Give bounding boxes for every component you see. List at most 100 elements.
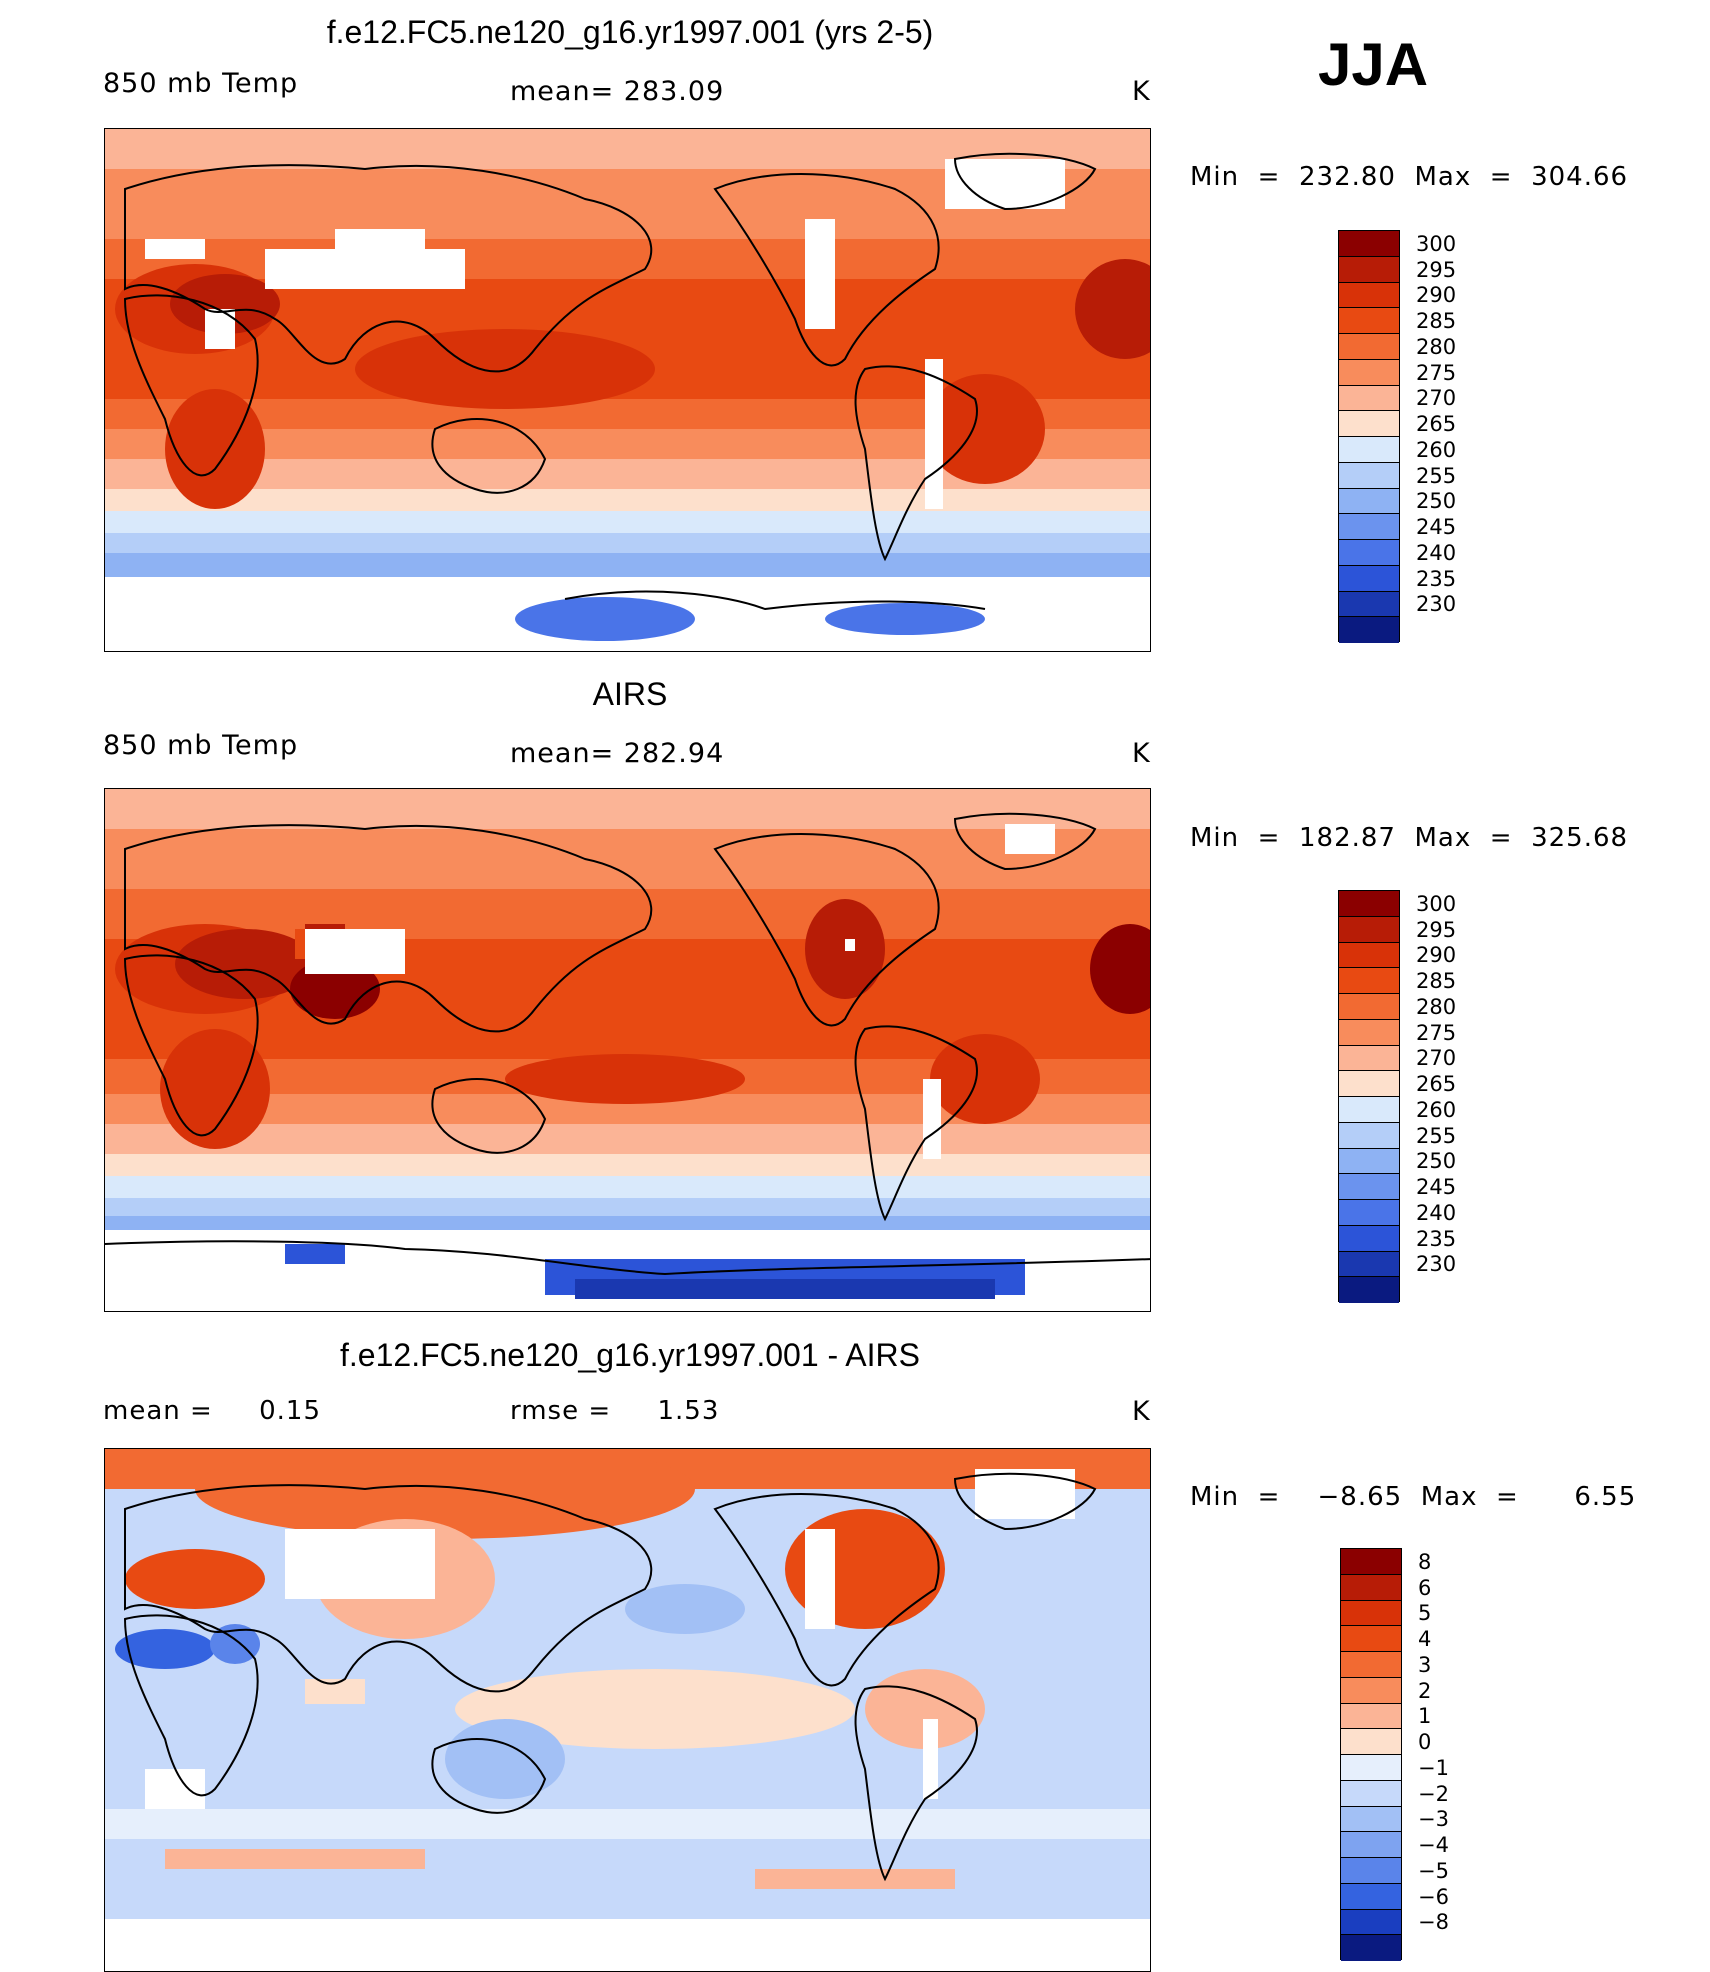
- colorbar-swatch: [1339, 994, 1399, 1020]
- colorbar-tick-label: −8: [1418, 1910, 1449, 1935]
- colorbar-swatch: [1339, 968, 1399, 994]
- colorbar-tick-label: −4: [1418, 1833, 1449, 1857]
- colorbar-tick-label: 235: [1416, 566, 1457, 591]
- colorbar-tick-label: 260: [1416, 437, 1457, 462]
- colorbar-tick-label: 275: [1416, 1020, 1457, 1045]
- panel-model-colorbar: [1338, 230, 1400, 643]
- colorbar-swatch: [1339, 334, 1399, 360]
- colorbar-swatch: [1339, 282, 1399, 309]
- colorbar-tick-label: 250: [1416, 489, 1457, 514]
- colorbar-swatch: [1339, 256, 1399, 283]
- colorbar-swatch: [1339, 385, 1399, 412]
- colorbar-tick-label: 5: [1418, 1601, 1432, 1626]
- colorbar-swatch: [1339, 1148, 1399, 1175]
- colorbar-tick-label: 270: [1416, 386, 1457, 411]
- panel-model-variable-label: 850 mb Temp: [103, 68, 299, 99]
- colorbar-tick-label: 265: [1416, 1072, 1457, 1096]
- panel-obs-map: [104, 788, 1151, 1312]
- colorbar-swatch: [1339, 1045, 1399, 1072]
- panel-obs-mean-label: mean= 282.94: [510, 738, 725, 769]
- panel-diff-title: f.e12.FC5.ne120_g16.yr1997.001 - AIRS: [340, 1337, 920, 1373]
- colorbar-tick-label: −3: [1418, 1807, 1449, 1832]
- colorbar-tick-label: 270: [1416, 1046, 1457, 1071]
- colorbar-tick-label: 1: [1418, 1704, 1432, 1729]
- colorbar-swatch: [1341, 1935, 1401, 1961]
- colorbar-tick-label: −2: [1418, 1781, 1449, 1806]
- colorbar-swatch: [1339, 565, 1399, 592]
- colorbar-tick-label: −5: [1418, 1858, 1449, 1883]
- colorbar-swatch: [1339, 514, 1399, 540]
- colorbar-tick-label: 300: [1416, 891, 1457, 916]
- colorbar-swatch: [1341, 1909, 1401, 1936]
- colorbar-swatch: [1339, 540, 1399, 566]
- colorbar-tick-label: 285: [1416, 969, 1457, 993]
- panel-obs-colorbar: [1338, 890, 1400, 1303]
- panel-model-units: K: [1132, 76, 1151, 107]
- colorbar-tick-label: 240: [1416, 1200, 1457, 1225]
- colorbar-tick-label: 300: [1416, 231, 1457, 256]
- colorbar-tick-label: 0: [1418, 1730, 1432, 1754]
- season-label: JJA: [1318, 31, 1429, 98]
- colorbar-tick-label: 230: [1416, 1252, 1457, 1277]
- colorbar-swatch: [1339, 359, 1399, 386]
- colorbar-tick-label: 6: [1418, 1575, 1432, 1600]
- colorbar-swatch: [1341, 1677, 1401, 1704]
- colorbar-tick-label: 240: [1416, 540, 1457, 565]
- panel-diff-units: K: [1132, 1396, 1151, 1427]
- colorbar-tick-label: 295: [1416, 917, 1457, 942]
- colorbar-swatch: [1339, 891, 1399, 917]
- panel-diff-rmse-label: rmse = 1.53: [510, 1396, 720, 1426]
- colorbar-swatch: [1339, 1071, 1399, 1097]
- colorbar-tick-label: 250: [1416, 1149, 1457, 1174]
- colorbar-swatch: [1339, 231, 1399, 257]
- colorbar-swatch: [1341, 1652, 1401, 1678]
- panel-diff-min-max: Min = −8.65 Max = 6.55: [1190, 1482, 1637, 1512]
- colorbar-swatch: [1341, 1549, 1401, 1575]
- colorbar-tick-label: 265: [1416, 412, 1457, 436]
- panel-obs-variable-label: 850 mb Temp: [103, 730, 299, 761]
- panel-model-map: [104, 128, 1151, 652]
- colorbar-swatch: [1339, 411, 1399, 437]
- colorbar-tick-label: 275: [1416, 360, 1457, 385]
- colorbar-swatch: [1339, 1225, 1399, 1252]
- colorbar-swatch: [1339, 1174, 1399, 1200]
- colorbar-tick-label: 280: [1416, 334, 1457, 359]
- colorbar-tick-label: 8: [1418, 1549, 1432, 1574]
- colorbar-tick-label: 280: [1416, 994, 1457, 1019]
- colorbar-tick-label: −6: [1418, 1884, 1449, 1909]
- colorbar-tick-label: −1: [1418, 1755, 1449, 1780]
- panel-obs-title: AIRS: [592, 676, 668, 712]
- colorbar-swatch: [1339, 942, 1399, 969]
- colorbar-swatch: [1339, 1251, 1399, 1278]
- panel-diff-colorbar: [1340, 1548, 1402, 1961]
- colorbar-swatch: [1341, 1858, 1401, 1884]
- colorbar-tick-label: 295: [1416, 257, 1457, 282]
- colorbar-swatch: [1341, 1780, 1401, 1807]
- colorbar-tick-label: 290: [1416, 283, 1457, 308]
- colorbar-swatch: [1339, 1019, 1399, 1046]
- colorbar-tick-label: 2: [1418, 1678, 1432, 1703]
- colorbar-swatch: [1339, 437, 1399, 463]
- colorbar-swatch: [1341, 1832, 1401, 1858]
- colorbar-tick-label: 230: [1416, 592, 1457, 617]
- colorbar-swatch: [1339, 1277, 1399, 1303]
- colorbar-swatch: [1339, 1200, 1399, 1226]
- colorbar-swatch: [1339, 1097, 1399, 1123]
- colorbar-swatch: [1339, 308, 1399, 334]
- colorbar-tick-label: 245: [1416, 1175, 1457, 1199]
- colorbar-tick-label: 3: [1418, 1652, 1432, 1677]
- panel-diff-mean-label: mean = 0.15: [103, 1396, 321, 1426]
- colorbar-tick-label: 285: [1416, 309, 1457, 333]
- colorbar-swatch: [1341, 1883, 1401, 1910]
- colorbar-swatch: [1341, 1755, 1401, 1781]
- colorbar-swatch: [1341, 1626, 1401, 1652]
- panel-model-title: f.e12.FC5.ne120_g16.yr1997.001 (yrs 2-5): [326, 14, 934, 50]
- colorbar-tick-label: 290: [1416, 943, 1457, 968]
- colorbar-swatch: [1339, 617, 1399, 643]
- colorbar-tick-label: 235: [1416, 1226, 1457, 1251]
- panel-model-min-max: Min = 232.80 Max = 304.66: [1190, 162, 1629, 192]
- colorbar-swatch: [1341, 1600, 1401, 1627]
- colorbar-swatch: [1339, 488, 1399, 515]
- colorbar-swatch: [1341, 1806, 1401, 1833]
- panel-obs-units: K: [1132, 738, 1151, 769]
